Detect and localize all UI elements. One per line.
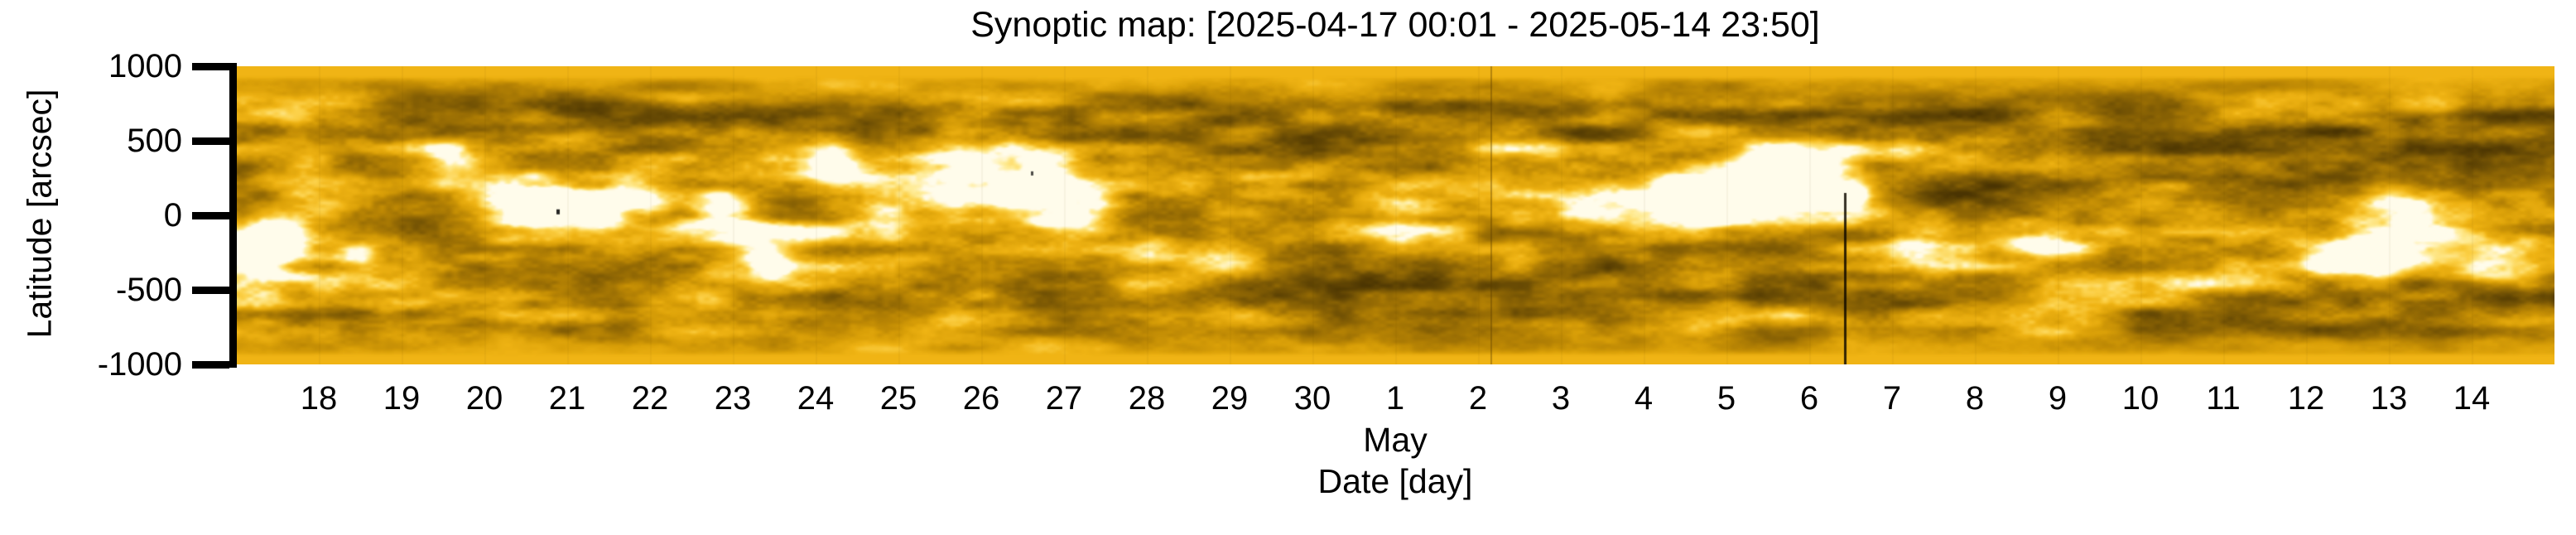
y-tick-label: 500	[127, 123, 182, 159]
x-tick-label: 8	[1965, 380, 1985, 417]
x-tick-label: 18	[300, 380, 338, 417]
y-tick-mark	[192, 361, 229, 369]
x-tick-label: 21	[548, 380, 586, 417]
x-tick-label: 6	[1799, 380, 1819, 417]
y-tick-label: -1000	[97, 346, 182, 383]
x-tick-label: 19	[383, 380, 421, 417]
x-tick-label: 24	[797, 380, 835, 417]
x-tick-label: 4	[1634, 380, 1654, 417]
y-tick-mark	[192, 137, 229, 145]
x-tick-label: 26	[962, 380, 1000, 417]
x-tick-label: 25	[879, 380, 917, 417]
y-axis-line	[229, 63, 237, 368]
x-month-label: May	[1363, 421, 1428, 459]
y-tick-mark	[192, 63, 229, 70]
x-tick-label: 13	[2370, 380, 2408, 417]
x-tick-label: 11	[2206, 380, 2241, 417]
x-tick-label: 20	[465, 380, 503, 417]
x-tick-label: 29	[1211, 380, 1249, 417]
x-tick-label: 22	[631, 380, 669, 417]
x-tick-label: 27	[1045, 380, 1083, 417]
chart-title: Synoptic map: [2025-04-17 00:01 - 2025-0…	[970, 5, 1820, 45]
x-tick-label: 5	[1717, 380, 1736, 417]
y-tick-mark	[192, 287, 229, 294]
x-tick-label: 28	[1128, 380, 1166, 417]
y-tick-label: 1000	[108, 48, 182, 84]
x-tick-label: 12	[2287, 380, 2325, 417]
synoptic-map-image	[236, 66, 2554, 364]
x-tick-label: 14	[2453, 380, 2491, 417]
x-tick-label: 9	[2048, 380, 2068, 417]
x-tick-label: 1	[1385, 380, 1405, 417]
x-tick-label: 30	[1293, 380, 1331, 417]
x-tick-label: 10	[2121, 380, 2160, 417]
x-tick-label: 7	[1882, 380, 1902, 417]
y-tick-label: -500	[115, 272, 182, 308]
x-tick-label: 3	[1551, 380, 1571, 417]
x-axis-title: Date [day]	[1317, 462, 1473, 500]
x-tick-label: 23	[714, 380, 752, 417]
y-tick-mark	[192, 212, 229, 219]
x-tick-label: 2	[1468, 380, 1488, 417]
y-tick-label: 0	[163, 197, 182, 234]
